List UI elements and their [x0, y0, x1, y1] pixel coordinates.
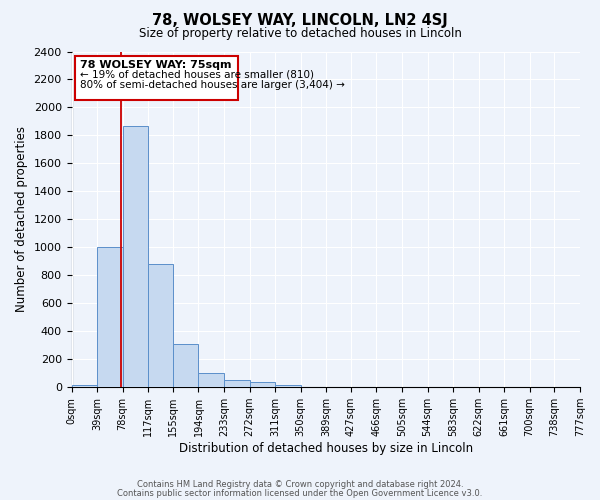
Bar: [275, 384, 301, 387]
Bar: [301, 386, 326, 387]
FancyBboxPatch shape: [75, 56, 238, 100]
Text: Size of property relative to detached houses in Lincoln: Size of property relative to detached ho…: [139, 28, 461, 40]
Bar: [148, 264, 173, 387]
Bar: [199, 372, 224, 387]
Bar: [122, 126, 148, 387]
Text: Contains HM Land Registry data © Crown copyright and database right 2024.: Contains HM Land Registry data © Crown c…: [137, 480, 463, 489]
Y-axis label: Number of detached properties: Number of detached properties: [15, 126, 28, 312]
Text: 80% of semi-detached houses are larger (3,404) →: 80% of semi-detached houses are larger (…: [80, 80, 345, 90]
Text: ← 19% of detached houses are smaller (810): ← 19% of detached houses are smaller (81…: [80, 70, 314, 80]
Bar: [71, 384, 97, 387]
Text: 78, WOLSEY WAY, LINCOLN, LN2 4SJ: 78, WOLSEY WAY, LINCOLN, LN2 4SJ: [152, 12, 448, 28]
Bar: [224, 380, 250, 387]
Text: 78 WOLSEY WAY: 75sqm: 78 WOLSEY WAY: 75sqm: [80, 60, 232, 70]
Bar: [97, 248, 122, 387]
Bar: [173, 344, 199, 387]
Text: Contains public sector information licensed under the Open Government Licence v3: Contains public sector information licen…: [118, 488, 482, 498]
X-axis label: Distribution of detached houses by size in Lincoln: Distribution of detached houses by size …: [179, 442, 473, 455]
Bar: [250, 382, 275, 387]
